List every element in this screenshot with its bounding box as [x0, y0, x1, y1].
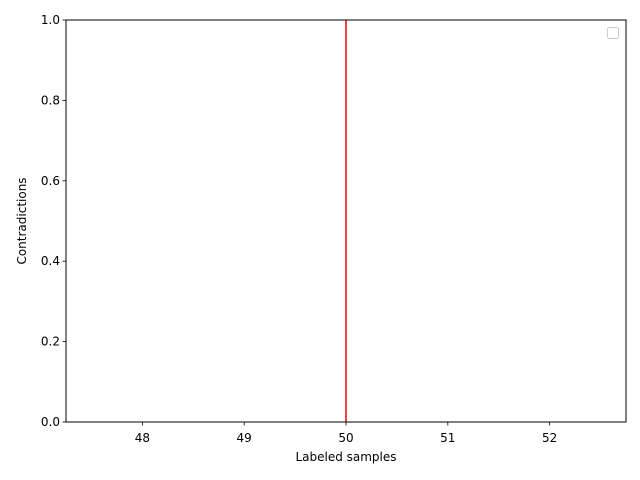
x-axis-label: Labeled samples — [295, 450, 396, 464]
y-tick-label: 0.4 — [41, 254, 60, 268]
x-tick-label: 52 — [542, 431, 557, 445]
y-tick-label: 0.0 — [41, 415, 60, 429]
legend-box — [607, 27, 619, 39]
y-axis-ticks: 0.0 0.2 0.4 0.6 0.8 1.0 — [41, 13, 66, 429]
y-tick-label: 0.6 — [41, 174, 60, 188]
x-tick-label: 49 — [237, 431, 252, 445]
x-tick-label: 50 — [338, 431, 353, 445]
x-tick-label: 48 — [135, 431, 150, 445]
x-tick-label: 51 — [440, 431, 455, 445]
y-tick-label: 1.0 — [41, 13, 60, 27]
y-axis-label: Contradictions — [15, 177, 29, 264]
y-tick-label: 0.2 — [41, 335, 60, 349]
x-axis-ticks: 48 49 50 51 52 — [135, 422, 557, 445]
plot-frame — [65, 19, 627, 423]
y-tick-label: 0.8 — [41, 93, 60, 107]
